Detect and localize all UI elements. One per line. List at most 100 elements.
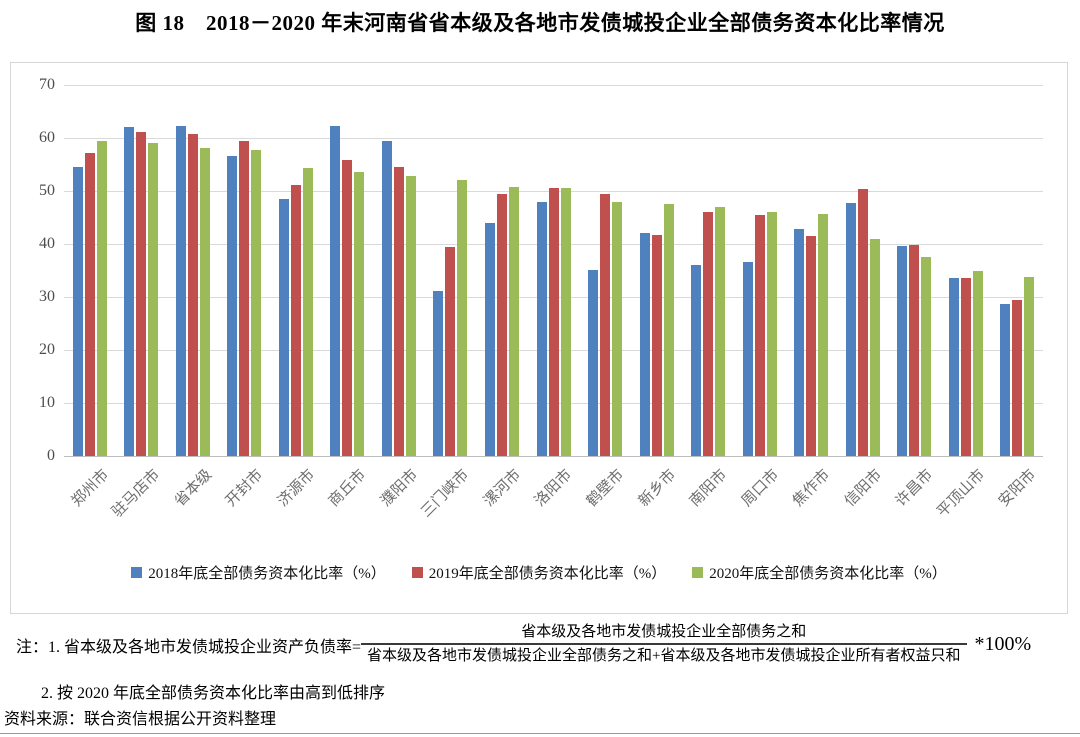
legend-swatch [411,566,423,578]
bar [1024,277,1035,456]
x-axis-line [64,456,1043,457]
notes-line2: 2. 按 2020 年底全部债务资本化比率由高到低排序 [41,685,386,702]
fraction-denominator: 省本级及各地市发债城投企业全部债务之和+省本级及各地市发债城投企业所有者权益只和 [361,643,967,667]
bar [857,189,868,456]
x-axis-label: 郑州市 [68,466,112,510]
fraction: 省本级及各地市发债城投企业全部债务之和 省本级及各地市发债城投企业全部债务之和+… [361,622,967,667]
gridline [64,85,1043,86]
bar [869,239,880,456]
bar [742,261,753,456]
bar [496,194,507,456]
x-axis-label: 安阳市 [996,466,1040,510]
bar [405,176,416,456]
bar [354,172,365,456]
bar [972,270,983,456]
gridline [64,138,1043,139]
x-axis-label: 济源市 [274,466,319,510]
bar [251,150,262,456]
bar [703,211,714,456]
bar [612,201,623,456]
bar [457,180,468,456]
x-axis-label: 南阳市 [687,466,731,510]
x-axis-label: 鹤壁市 [584,466,628,510]
bar [766,212,777,456]
y-axis-label: 50 [39,182,55,199]
legend-label: 2019年底全部债务资本化比率（%） [428,565,667,582]
legend-swatch [692,566,704,578]
bar [560,187,571,456]
bar [278,198,289,456]
x-axis-label: 三门峡市 [418,466,473,521]
bar [600,194,611,456]
x-axis-label: 商丘市 [326,466,370,510]
bar [330,126,341,456]
legend-item: 2019年底全部债务资本化比率（%） [411,562,667,583]
bar [1000,303,1011,456]
x-axis-label: 焦作市 [790,466,834,510]
bar [897,245,908,456]
x-axis-label: 平顶山市 [934,466,988,521]
bar [227,156,238,456]
bar [136,131,147,456]
legend-swatch [131,566,143,578]
bar [508,186,519,456]
bar [845,203,856,456]
x-axis-label: 信阳市 [841,466,885,510]
y-axis-label: 0 [47,447,55,464]
bar [199,147,210,456]
chart-frame: 郑州市 驻马店市 省本级 开封市 济源市 商丘市 濮阳市 三门峡市 漯河市 洛阳市 鹤壁市 新乡市 南阳… [10,62,1068,614]
bar [639,233,650,456]
x-axis-label: 省本级 [171,466,215,510]
bar [909,244,920,456]
bar [302,168,313,456]
bar [124,127,135,456]
x-axis-label: 许昌市 [893,466,937,510]
y-axis-label: 20 [39,341,55,358]
x-axis-label: 洛阳市 [532,466,576,510]
bar [536,202,547,456]
bar [754,214,765,456]
bar [806,235,817,456]
bar [588,269,599,456]
bar [433,290,444,456]
legend-item: 2020年底全部债务资本化比率（%） [692,562,947,583]
bar [794,229,805,456]
bottom-rule [0,733,1080,734]
x-axis-label: 濮阳市 [377,466,422,510]
y-axis-label: 10 [39,394,55,411]
x-axis-label: 驻马店市 [109,466,164,521]
bar [663,204,674,456]
bar [921,257,932,456]
bar [175,126,186,456]
bar [1012,300,1023,456]
bar [96,140,107,456]
x-axis-label: 开封市 [223,466,267,510]
multiplier-label: *100% [974,633,1032,655]
y-axis-label: 70 [39,76,55,93]
bar [393,166,404,456]
plot-area: 郑州市 驻马店市 省本级 开封市 济源市 商丘市 濮阳市 三门峡市 漯河市 洛阳市 鹤壁市 新乡市 南阳… [64,85,1043,521]
bar [342,160,353,456]
bar [691,264,702,456]
bar [381,141,392,456]
x-axis-label: 漯河市 [480,466,525,510]
note1-label: 注：1. 省本级及各地市发债城投企业资产负债率= [16,638,362,656]
bar [948,278,959,456]
bar [960,278,971,456]
bar [548,188,559,456]
x-axis-label: 周口市 [738,466,782,510]
bar [187,133,198,456]
bar [290,184,301,456]
x-axis-label: 新乡市 [635,466,679,510]
bar [818,214,829,456]
bar [484,223,495,456]
y-axis-label: 40 [39,235,55,252]
bar [84,152,95,456]
legend-label: 2020年底全部债务资本化比率（%） [709,565,947,582]
page-title: 图 18 2018－2020 年末河南省省本级及各地市发债城投企业全部债务资本化… [135,11,945,35]
fraction-numerator: 省本级及各地市发债城投企业全部债务之和 [521,624,807,640]
notes-line1: 注：1. 省本级及各地市发债城投企业资产负债率= 省本级及各地市发债城投企业全部… [16,622,1074,667]
y-axis-label: 30 [39,288,55,305]
legend-label: 2018年底全部债务资本化比率（%） [148,565,386,582]
